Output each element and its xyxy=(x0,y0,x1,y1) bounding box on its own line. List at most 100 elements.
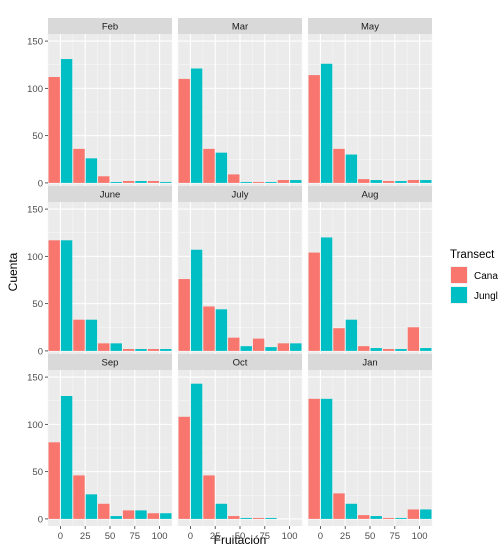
bar xyxy=(308,75,320,183)
y-tick-label: 50 xyxy=(32,467,43,478)
bar xyxy=(147,181,160,183)
y-tick-label: 150 xyxy=(27,205,43,216)
legend-label: Cana xyxy=(474,271,498,282)
bar xyxy=(382,181,395,183)
bar xyxy=(265,347,277,351)
bar xyxy=(370,348,382,351)
bar xyxy=(178,416,190,519)
x-tick-label: 25 xyxy=(340,531,351,542)
y-tick-label: 0 xyxy=(38,346,43,357)
bar xyxy=(345,503,358,519)
bar xyxy=(308,398,320,519)
x-tick-label: 50 xyxy=(235,531,246,542)
bar xyxy=(420,509,432,519)
facet-title: Sep xyxy=(102,358,119,369)
bar xyxy=(290,180,302,183)
bar xyxy=(228,337,240,351)
bar xyxy=(308,252,320,351)
bar xyxy=(370,516,382,519)
bar xyxy=(73,319,85,351)
bar xyxy=(110,516,122,519)
bar xyxy=(98,343,110,351)
bar xyxy=(160,513,172,519)
facet-strip xyxy=(308,354,432,370)
bar xyxy=(407,327,420,351)
legend-swatch xyxy=(451,287,467,303)
bar xyxy=(215,309,228,351)
bar xyxy=(345,154,358,183)
bar xyxy=(407,180,420,183)
bar xyxy=(85,494,98,519)
x-tick-label: 75 xyxy=(260,531,271,542)
bar xyxy=(48,77,60,183)
facet-strip xyxy=(48,18,172,34)
facet-title: Mar xyxy=(232,22,248,33)
bar xyxy=(215,152,228,183)
y-tick-label: 0 xyxy=(38,514,43,525)
bar xyxy=(48,442,60,519)
bar xyxy=(420,348,432,351)
bar xyxy=(190,383,203,519)
bar xyxy=(190,249,203,351)
facet-title: Aug xyxy=(362,190,379,201)
legend-label: Jungl xyxy=(474,291,498,302)
legend-title: Transect xyxy=(450,249,495,261)
bar xyxy=(85,319,98,351)
bar xyxy=(265,181,277,183)
bar xyxy=(135,510,147,519)
y-tick-label: 50 xyxy=(32,299,43,310)
bar xyxy=(420,180,432,183)
facet-strip xyxy=(48,186,172,202)
bar xyxy=(320,63,333,183)
y-tick-label: 50 xyxy=(32,131,43,142)
bar xyxy=(252,181,265,183)
bar xyxy=(122,510,135,519)
facet-panel: May xyxy=(307,18,433,190)
facet-title: June xyxy=(100,190,121,201)
facet-strip xyxy=(308,18,432,34)
bar xyxy=(178,78,190,183)
y-tick-label: 100 xyxy=(27,252,43,263)
facet-title: May xyxy=(361,22,379,33)
bar xyxy=(60,396,73,519)
facet-panels: Feb 0 50 100 150 Mar May June 0 50 100 150 July Aug Se… xyxy=(27,18,433,542)
bar xyxy=(345,319,358,351)
facet-title: Feb xyxy=(102,22,118,33)
bar xyxy=(277,180,290,183)
x-tick-label: 100 xyxy=(412,531,428,542)
y-axis-title: Cuenta xyxy=(6,252,20,291)
bar xyxy=(110,343,122,351)
bar xyxy=(147,513,160,519)
bar xyxy=(370,180,382,183)
bar xyxy=(395,181,407,183)
bar xyxy=(265,517,277,519)
bar xyxy=(203,148,215,183)
x-tick-label: 100 xyxy=(152,531,168,542)
bar xyxy=(190,68,203,183)
bar xyxy=(160,349,172,351)
bar xyxy=(60,240,73,351)
facet-strip xyxy=(178,186,302,202)
x-tick-label: 25 xyxy=(80,531,91,542)
bar xyxy=(277,343,290,351)
bar xyxy=(333,328,345,351)
y-tick-label: 100 xyxy=(27,84,43,95)
x-tick-label: 50 xyxy=(365,531,376,542)
bar xyxy=(333,493,345,519)
bar xyxy=(252,517,265,519)
bar xyxy=(85,158,98,183)
bar xyxy=(98,176,110,183)
bar xyxy=(215,503,228,519)
y-tick-label: 100 xyxy=(27,420,43,431)
y-tick-label: 0 xyxy=(38,178,43,189)
facet-panel: Aug xyxy=(307,186,433,358)
bar xyxy=(147,349,160,351)
bar xyxy=(110,181,122,183)
bar xyxy=(382,517,395,519)
facet-strip xyxy=(48,354,172,370)
facet-panel: June 0 50 100 150 xyxy=(27,186,173,358)
bar xyxy=(73,148,85,183)
bar xyxy=(98,503,110,519)
x-tick-label: 25 xyxy=(210,531,221,542)
bar xyxy=(228,174,240,183)
